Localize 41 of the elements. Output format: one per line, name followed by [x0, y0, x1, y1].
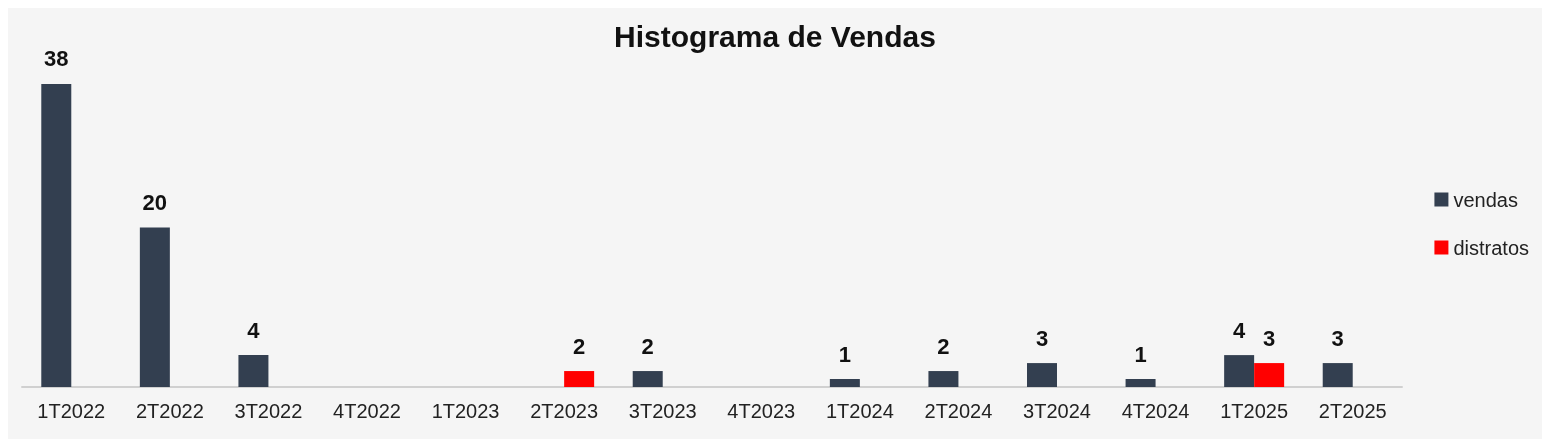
x-tick-label: 2T2023 [530, 400, 599, 422]
chart-title: Histograma de Vendas [614, 19, 936, 53]
bar [1224, 355, 1255, 387]
x-tick-label: 1T2023 [431, 400, 500, 422]
data-label: 38 [44, 46, 69, 72]
x-tick-label: 2T2024 [924, 400, 993, 422]
x-tick-label: 1T2025 [1220, 400, 1289, 422]
x-tick-label: 4T2023 [727, 400, 796, 422]
x-tick-label: 2T2025 [1318, 400, 1387, 422]
legend-label: vendas [1453, 188, 1518, 211]
data-label: 1 [1134, 341, 1147, 367]
x-tick-label: 4T2022 [333, 400, 401, 422]
data-label: 20 [142, 190, 168, 215]
x-tick-label: 3T2022 [234, 400, 303, 422]
x-tick-label: 1T2022 [37, 400, 106, 422]
x-tick-label: 4T2024 [1121, 400, 1190, 422]
data-label: 3 [1035, 325, 1049, 351]
bar [1125, 379, 1156, 387]
data-label: 3 [1263, 325, 1276, 351]
bar [564, 371, 595, 387]
bar [829, 379, 860, 387]
bar [1027, 363, 1057, 387]
bar [139, 227, 170, 387]
x-tick-label: 3T2024 [1023, 400, 1091, 422]
data-label: 4 [247, 317, 261, 343]
data-label: 4 [1233, 317, 1247, 343]
bar [41, 83, 72, 387]
bar [1322, 363, 1353, 387]
x-tick-label: 2T2022 [135, 400, 204, 422]
bar [238, 355, 269, 387]
data-label: 2 [641, 333, 654, 359]
data-label: 2 [573, 333, 586, 359]
bar [928, 371, 959, 387]
data-label: 2 [937, 333, 950, 359]
data-label: 3 [1331, 325, 1344, 351]
bar [632, 371, 663, 387]
x-tick-label: 1T2024 [825, 400, 894, 422]
legend-label: distratos [1453, 236, 1530, 259]
x-tick-label: 3T2023 [628, 400, 697, 422]
data-label: 1 [838, 341, 851, 367]
bar [1254, 363, 1285, 387]
